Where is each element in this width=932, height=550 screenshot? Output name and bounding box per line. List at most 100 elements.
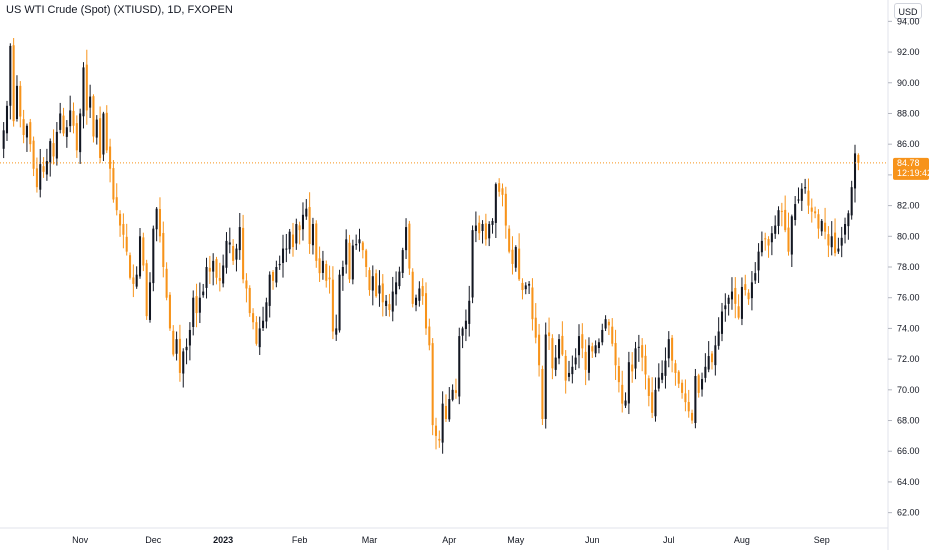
price-tick-label: 68.00: [897, 416, 920, 426]
candle-body: [325, 264, 328, 281]
candle-body: [664, 360, 667, 376]
candle: [428, 318, 431, 351]
candle-body: [39, 164, 42, 190]
candle-body: [677, 371, 680, 384]
candle: [205, 257, 208, 299]
candle-body: [295, 224, 298, 244]
candle-body: [65, 127, 68, 137]
candle-body: [478, 222, 481, 234]
candle-body: [824, 222, 827, 232]
candle-body: [720, 311, 724, 334]
candle: [501, 183, 504, 207]
candle-body: [205, 267, 208, 288]
candle-body: [551, 338, 554, 369]
last-price-label: 84.78 12:19:42: [893, 157, 932, 180]
candle-body: [837, 248, 840, 252]
candle: [438, 430, 441, 448]
candle: [587, 337, 590, 381]
candle: [79, 108, 82, 164]
candle: [112, 160, 115, 203]
candle-body: [115, 197, 118, 211]
candle-body: [315, 223, 318, 261]
candle-body: [587, 345, 590, 373]
candle-body: [102, 113, 105, 155]
candle: [122, 213, 125, 249]
candle: [175, 331, 178, 361]
candle: [451, 384, 454, 402]
candle-body: [321, 260, 324, 273]
candle-body: [415, 297, 418, 306]
price-tick-label: 80.00: [897, 231, 920, 241]
candle-body: [760, 240, 763, 253]
candle: [481, 220, 484, 244]
candle: [318, 246, 321, 282]
candle: [258, 316, 261, 355]
candle-body: [49, 141, 52, 163]
candle-body: [208, 267, 211, 272]
candle-body: [105, 112, 108, 151]
candle-body: [717, 331, 720, 346]
candle: [295, 218, 298, 250]
candle-body: [737, 306, 740, 318]
candle: [5, 100, 9, 141]
candle-body: [2, 130, 5, 149]
candle: [202, 283, 205, 298]
candle-body: [155, 208, 158, 230]
candle-body: [371, 276, 374, 291]
currency-button[interactable]: USD: [894, 3, 922, 19]
candle-body: [172, 330, 175, 355]
candle: [45, 148, 48, 181]
candle: [345, 229, 348, 274]
candle: [245, 273, 248, 303]
candle: [464, 309, 467, 342]
candle: [458, 327, 461, 405]
candle-body: [794, 204, 797, 220]
candle-body: [158, 209, 161, 237]
candle: [278, 255, 281, 270]
candle-body: [162, 232, 165, 267]
candle-body: [385, 300, 388, 307]
candle: [308, 192, 311, 254]
candle-body: [504, 193, 507, 226]
candle: [95, 115, 98, 145]
price-tick-label: 88.00: [897, 108, 920, 118]
candle-body: [754, 273, 757, 281]
candle-body: [45, 161, 48, 175]
candle: [664, 347, 667, 389]
candle: [275, 260, 278, 288]
candle-body: [59, 113, 62, 130]
candle-body: [687, 401, 690, 412]
candle-body: [431, 343, 434, 426]
candle: [162, 221, 165, 278]
candle-body: [491, 220, 494, 225]
candle: [285, 233, 288, 263]
candle: [594, 340, 597, 358]
candle-body: [730, 291, 733, 300]
candle-body: [395, 282, 398, 295]
candle-body: [807, 190, 810, 206]
candle: [92, 94, 95, 143]
candle-body: [182, 351, 185, 374]
last-price-label-bg: [893, 157, 929, 180]
candle: [691, 409, 694, 424]
candle-body: [604, 319, 607, 329]
time-tick-label: Nov: [72, 535, 89, 545]
candle: [684, 379, 687, 412]
candle: [288, 228, 291, 254]
candle: [321, 250, 324, 280]
candle-body: [857, 154, 860, 163]
candle-body: [611, 326, 614, 344]
candle-body: [355, 243, 358, 246]
candle: [824, 207, 827, 240]
candle: [747, 289, 750, 305]
candle: [55, 122, 58, 166]
candle-body: [79, 113, 82, 153]
candle: [235, 243, 238, 272]
candle: [634, 341, 637, 380]
candle-body: [424, 293, 428, 329]
candle: [315, 220, 318, 268]
candle-body: [232, 246, 235, 261]
candle: [454, 378, 457, 399]
candle: [341, 260, 344, 291]
